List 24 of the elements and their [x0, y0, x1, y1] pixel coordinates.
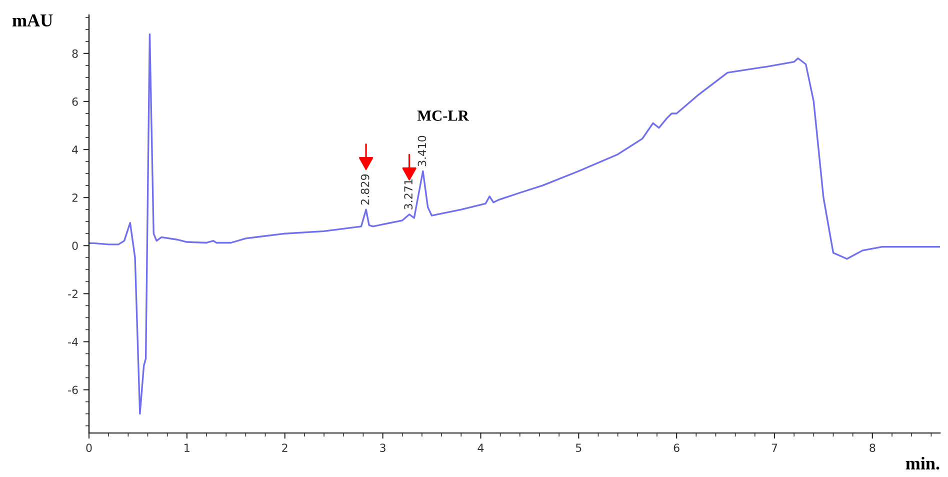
- y-tick-label: 8: [72, 49, 78, 58]
- annotation: MC-LR: [417, 110, 470, 121]
- annotation: 3.410: [418, 136, 426, 166]
- annotation: 3.271: [404, 179, 413, 210]
- x-tick-label: 2: [282, 444, 288, 452]
- y-tick-label: 0: [72, 242, 78, 250]
- y-tick-label: -6: [68, 386, 78, 394]
- y-tick-label: 2: [72, 194, 78, 202]
- x-tick-label: 5: [576, 444, 582, 452]
- x-tick-label: 4: [478, 444, 484, 452]
- y-tick-label: 6: [72, 97, 78, 106]
- y-tick-label: 4: [72, 146, 78, 154]
- x-axis-title: min.: [906, 456, 940, 470]
- x-tick-label: 7: [772, 444, 778, 452]
- y-axis-title: mAU: [12, 14, 53, 27]
- y-tick-label: -4: [68, 338, 78, 346]
- x-tick-label: 8: [870, 444, 876, 452]
- x-tick-label: 1: [184, 444, 190, 452]
- y-tick-label: -2: [68, 290, 78, 298]
- x-tick-label: 6: [674, 444, 680, 452]
- line-series: [89, 33, 940, 415]
- x-tick-label: 3: [380, 444, 386, 452]
- x-tick-label: 0: [86, 444, 92, 452]
- annotation: 2.829: [360, 174, 370, 205]
